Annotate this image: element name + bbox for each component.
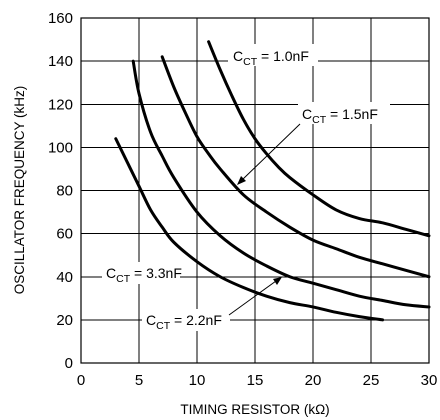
x-tick-label: 25 [363, 372, 380, 389]
y-tick-label: 20 [56, 312, 73, 329]
y-tick-label: 80 [56, 183, 73, 200]
y-axis-title: OSCILLATOR FREQUENCY (kHz) [12, 86, 27, 295]
label-mask-4 [142, 309, 230, 331]
y-tick-label: 120 [48, 96, 73, 113]
grid [81, 18, 429, 363]
series-line-3 [131, 59, 431, 309]
series-line-1 [160, 55, 431, 279]
label-cct-1-0nf: CCT = 1.0nF [233, 48, 309, 68]
label-cct-2-2nf: CCT = 2.2nF [146, 312, 222, 332]
y-tick-label: 0 [65, 355, 73, 372]
label-mask-2 [298, 102, 390, 124]
series-line-0 [207, 40, 431, 238]
curves [114, 40, 431, 322]
x-tick-label: 5 [135, 372, 143, 389]
arrowhead-1-5nf [237, 176, 246, 185]
x-tick-label: 0 [77, 372, 85, 389]
y-tick-label: 160 [48, 10, 73, 27]
plot-frame [80, 17, 430, 364]
annotations: CCT = 1.0nF CCT = 1.5nF CCT = 3.3nF CCT … [102, 44, 390, 332]
y-tick-label: 60 [56, 226, 73, 243]
label-cct-1-5nf: CCT = 1.5nF [302, 106, 378, 126]
x-axis-title: TIMING RESISTOR (kΩ) [180, 402, 329, 417]
x-tick-label: 30 [421, 372, 438, 389]
leader-line-1-5nf [241, 123, 301, 181]
y-tick-label: 40 [56, 269, 73, 286]
tick-labels: 0 5 10 15 20 25 30 0 20 40 60 80 100 120 140 160 [48, 10, 437, 389]
label-cct-3-3nf: CCT = 3.3nF [106, 265, 182, 285]
x-tick-label: 10 [189, 372, 206, 389]
series-line-2 [114, 137, 385, 322]
label-mask-3 [102, 262, 180, 284]
arrowhead-2-2nf [273, 277, 282, 285]
x-tick-label: 15 [247, 372, 264, 389]
y-tick-label: 140 [48, 53, 73, 70]
y-tick-label: 100 [48, 139, 73, 156]
label-mask-1 [228, 44, 318, 66]
x-tick-label: 20 [305, 372, 322, 389]
leader-line-2-2nf [228, 280, 277, 316]
